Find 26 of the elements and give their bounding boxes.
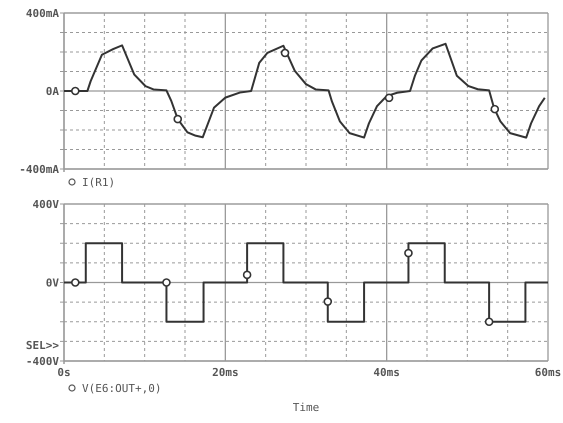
- text: I(R1): [82, 176, 116, 189]
- point: [242, 270, 252, 280]
- point: [490, 104, 500, 114]
- y-tick-label: 400mA: [26, 6, 60, 20]
- point: [70, 278, 80, 287]
- point: [280, 48, 290, 58]
- point: [404, 248, 413, 258]
- x-tick-label: 0s: [57, 366, 71, 379]
- x-tick-label: 60ms: [534, 366, 562, 379]
- point: [323, 297, 332, 306]
- y-tick-label: 400V: [32, 198, 60, 211]
- x-tick-label: 40ms: [373, 366, 400, 379]
- y-tick-label: 0V: [46, 276, 60, 290]
- text: SEL>>: [26, 339, 60, 352]
- y-tick-label: 0A: [46, 84, 60, 98]
- y-tick-label: -400mA: [19, 162, 60, 176]
- point: [384, 94, 394, 102]
- line-series: [63, 42, 546, 139]
- point: [162, 278, 171, 287]
- x-tick-label: 20ms: [212, 366, 239, 379]
- text: V(E6:OUT+,0): [82, 382, 162, 395]
- y-tick-label: -400V: [26, 354, 60, 368]
- point: [484, 317, 494, 326]
- point: [173, 114, 182, 124]
- x-axis-title: Time: [292, 401, 320, 414]
- point: [70, 86, 80, 96]
